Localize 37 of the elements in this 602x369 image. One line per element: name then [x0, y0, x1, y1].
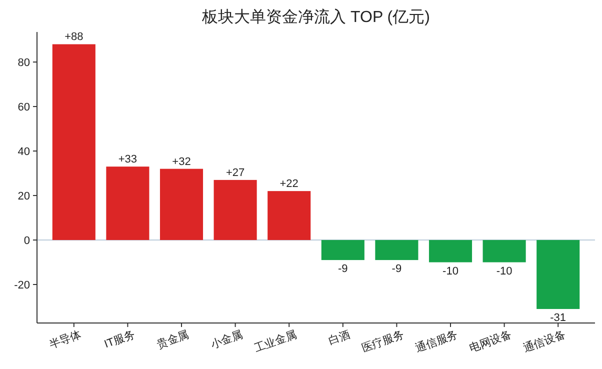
bar: [482, 240, 526, 262]
x-tick-label: 医疗服务: [360, 328, 406, 355]
bar: [321, 240, 364, 260]
x-tick-label: 电网设备: [468, 328, 514, 355]
x-tick-label: 工业金属: [252, 328, 298, 355]
data-label: -9: [392, 263, 402, 276]
x-tick-label: 通信服务: [414, 328, 460, 355]
y-tick-label: 20: [18, 190, 30, 203]
y-tick-label: 80: [18, 57, 30, 70]
bar: [536, 240, 580, 309]
bar: [375, 240, 418, 260]
data-label: -10: [496, 265, 512, 278]
y-tick-label: 0: [24, 235, 30, 248]
data-label: +88: [64, 31, 84, 44]
bar: [214, 180, 257, 240]
bar: [160, 168, 204, 240]
x-tick-label: IT服务: [102, 328, 137, 351]
x-tick-label: 贵金属: [155, 328, 191, 352]
chart-title: 板块大单资金净流入 TOP (亿元): [201, 8, 430, 26]
y-tick-label: 60: [18, 102, 30, 114]
bar: [268, 191, 311, 240]
y-tick-label: -20: [14, 280, 30, 292]
data-label: +27: [226, 166, 245, 179]
data-label: -10: [442, 265, 458, 278]
data-label: +33: [118, 154, 138, 166]
x-tick-label: 白酒: [326, 328, 352, 348]
data-label: +22: [280, 178, 298, 190]
bar: [428, 240, 472, 262]
data-label: +32: [172, 156, 191, 168]
data-label: -31: [550, 312, 566, 324]
bar: [52, 44, 96, 240]
x-tick-label: 半导体: [47, 328, 83, 352]
x-tick-label: 小金属: [208, 328, 244, 352]
y-tick-label: 40: [18, 146, 30, 158]
x-tick-label: 通信设备: [521, 328, 568, 355]
bar: [106, 166, 150, 240]
data-label: -9: [338, 263, 348, 276]
